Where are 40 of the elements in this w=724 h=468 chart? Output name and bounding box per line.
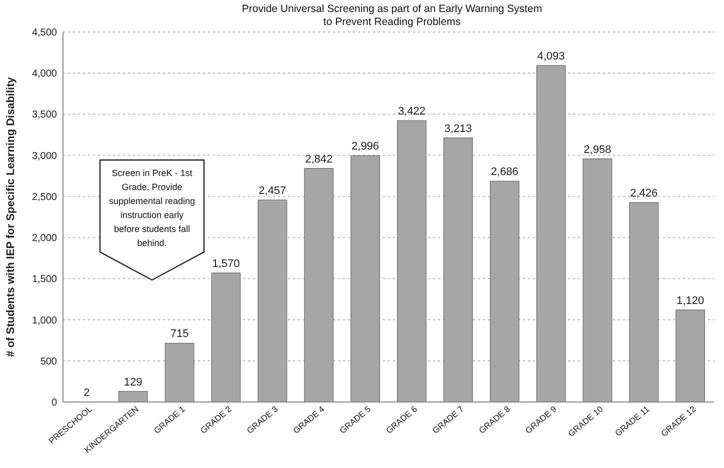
y-axis-title: # of Students with IEP for Specific Learning Disability	[5, 76, 17, 357]
bar	[211, 272, 241, 402]
data-label: 3,213	[444, 122, 472, 135]
data-label: 2,426	[630, 188, 658, 200]
data-label: 2,958	[584, 144, 612, 156]
bar	[490, 180, 520, 402]
data-label: 2,842	[305, 153, 333, 166]
data-label: 715	[170, 328, 189, 340]
data-label: 1,120	[676, 294, 704, 307]
y-tick-label: 1,500	[32, 274, 58, 286]
data-label: 2,457	[258, 184, 286, 197]
y-tick-label: 0	[51, 398, 58, 408]
bar	[582, 158, 612, 402]
bar	[164, 342, 194, 402]
y-tick-label: 1,000	[32, 315, 58, 326]
bar	[304, 168, 334, 402]
y-tick-label: 3,000	[32, 150, 58, 162]
annotation: Screen in PreK - 1st Grade. Provide supplemental reading instruction early before students fall behind.	[108, 168, 196, 248]
y-tick-label: 2,000	[32, 233, 58, 244]
bar	[350, 155, 380, 402]
bar	[536, 65, 566, 402]
bar	[676, 310, 706, 402]
y-tick-label: 500	[40, 356, 58, 368]
data-label: 1,570	[212, 258, 240, 270]
data-label: 2,686	[490, 166, 518, 178]
data-label: 129	[124, 376, 142, 388]
data-label: 2	[84, 386, 90, 399]
bar	[258, 200, 288, 402]
bar	[443, 138, 473, 402]
data-label: 4,093	[537, 50, 565, 62]
y-tick-label: 4,500	[32, 28, 58, 38]
data-label: 3,422	[398, 106, 426, 118]
bar	[397, 120, 426, 402]
data-label: 2,996	[352, 140, 380, 153]
y-tick-label: 2,500	[32, 192, 58, 203]
bar	[629, 202, 659, 402]
bar	[118, 391, 148, 402]
chart-title: Provide Universal Screening as part of an Early Warning System to Prevent Reading Problems	[242, 3, 542, 28]
y-tick-label: 4,000	[32, 68, 58, 80]
y-tick-label: 3,500	[32, 110, 58, 121]
